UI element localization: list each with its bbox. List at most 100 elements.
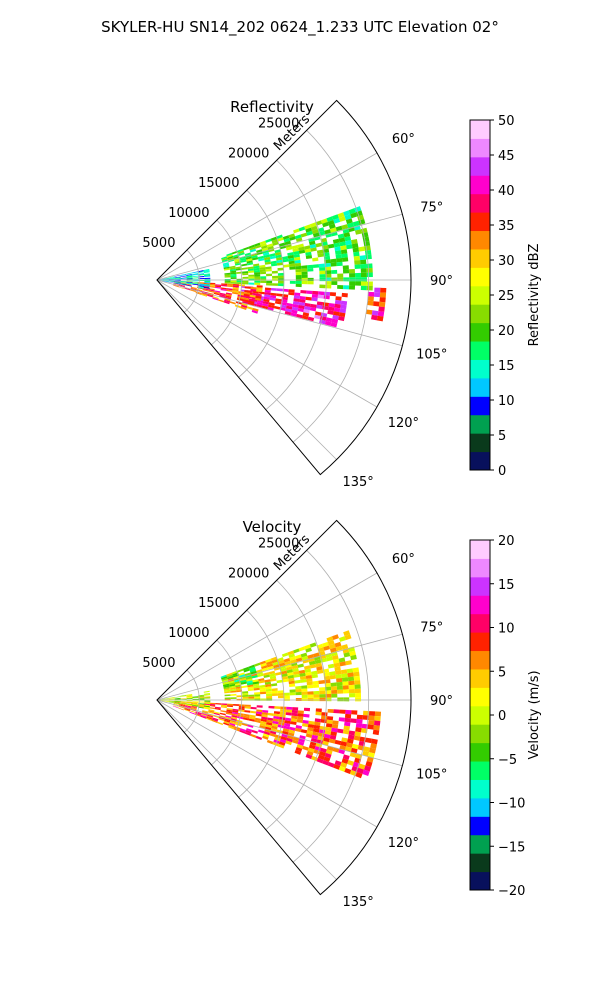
- echo-cell: [229, 683, 236, 687]
- echo-cell: [350, 654, 357, 661]
- echo-cell: [269, 673, 276, 677]
- colorbar-swatch: [470, 687, 490, 707]
- echo-cell: [353, 255, 361, 261]
- echo-cell: [301, 281, 308, 285]
- echo-cell: [317, 294, 324, 299]
- echo-cell: [186, 274, 193, 277]
- echo-cell: [173, 285, 179, 288]
- echo-cell: [341, 257, 349, 262]
- echo-cell: [220, 288, 227, 291]
- echo-cell: [174, 282, 181, 284]
- colorbar-swatch: [470, 797, 490, 817]
- echo-cell: [239, 728, 247, 732]
- echo-cell: [323, 756, 331, 762]
- echo-cell: [247, 268, 254, 272]
- echo-cell: [224, 280, 231, 283]
- reflectivity-grid: [156, 99, 412, 476]
- colorbar-tick-label: 5: [498, 665, 506, 680]
- echo-cell: [244, 672, 251, 677]
- echo-cell: [297, 716, 304, 720]
- range-ring: [211, 219, 243, 346]
- echo-cell: [348, 684, 355, 690]
- echo-cell: [303, 309, 310, 314]
- range-ring: [211, 639, 243, 766]
- radial-tick-label: 25000: [258, 536, 299, 551]
- echo-cell: [232, 283, 240, 287]
- echo-cell: [342, 729, 350, 735]
- echo-cell: [333, 242, 341, 248]
- echo-cell: [162, 280, 169, 282]
- echo-cell: [319, 277, 326, 282]
- echo-region: [365, 287, 387, 322]
- echo-cell: [379, 292, 387, 298]
- echo-cell: [247, 688, 254, 692]
- echo-cell: [180, 281, 187, 283]
- echo-cell: [350, 212, 358, 219]
- echo-cell: [366, 272, 373, 278]
- echo-cell: [338, 717, 345, 722]
- echo-cell: [254, 276, 261, 279]
- echo-cell: [347, 672, 354, 678]
- echo-cell: [343, 277, 350, 282]
- echo-cell: [247, 302, 255, 306]
- echo-cell: [324, 752, 332, 759]
- echo-cell: [174, 696, 181, 698]
- echo-cell: [355, 281, 362, 286]
- echo-cell: [311, 294, 319, 299]
- echo-cell: [294, 679, 301, 684]
- echo-cell: [270, 287, 277, 291]
- echo-cell: [304, 302, 311, 308]
- echo-cell: [252, 307, 259, 312]
- echo-cell: [198, 285, 205, 287]
- echo-cell: [366, 285, 373, 291]
- echo-cell: [186, 282, 193, 284]
- echo-cell: [186, 274, 193, 276]
- echo-cell: [333, 763, 341, 770]
- echo-cell: [267, 306, 274, 311]
- echo-cell: [343, 652, 351, 658]
- echo-cell: [300, 729, 308, 734]
- echo-cell: [269, 732, 276, 737]
- echo-cell: [234, 679, 241, 683]
- azimuth-line: [156, 213, 403, 281]
- echo-cell: [224, 691, 231, 694]
- echo-cell: [312, 264, 320, 268]
- echo-cell: [219, 294, 226, 297]
- echo-cell: [325, 284, 332, 289]
- echo-cell: [343, 630, 351, 637]
- echo-cell: [271, 683, 278, 687]
- echo-cell: [174, 701, 181, 703]
- echo-cell: [361, 277, 367, 282]
- echo-cell: [376, 315, 384, 322]
- echo-cell: [224, 694, 231, 697]
- echo-cell: [247, 724, 254, 728]
- echo-cell: [309, 307, 317, 312]
- echo-cell: [174, 277, 181, 279]
- echo-cell: [323, 733, 331, 739]
- echo-cell: [189, 710, 196, 713]
- echo-cell: [224, 689, 231, 692]
- echo-cell: [226, 288, 233, 291]
- echo-cell: [214, 706, 221, 709]
- echo-cell: [254, 662, 261, 667]
- echo-cell: [276, 679, 283, 684]
- echo-cell: [228, 682, 235, 686]
- echo-cell: [345, 660, 352, 666]
- echo-cell: [212, 296, 219, 300]
- echo-cell: [231, 711, 239, 715]
- echo-cell: [254, 696, 261, 699]
- echo-cell: [263, 296, 270, 300]
- echo-cell: [236, 689, 243, 693]
- colorbar-tick-label: 15: [498, 578, 515, 593]
- echo-cell: [353, 675, 361, 681]
- echo-cell: [233, 675, 240, 680]
- echo-cell: [346, 668, 354, 674]
- echo-cell: [283, 695, 290, 699]
- echo-cell: [198, 284, 205, 286]
- echo-cell: [227, 677, 234, 681]
- echo-cell: [277, 695, 284, 699]
- echo-cell: [325, 693, 332, 698]
- echo-cell: [251, 255, 258, 259]
- radial-tick-label: 5000: [142, 236, 175, 251]
- echo-cell: [368, 719, 375, 726]
